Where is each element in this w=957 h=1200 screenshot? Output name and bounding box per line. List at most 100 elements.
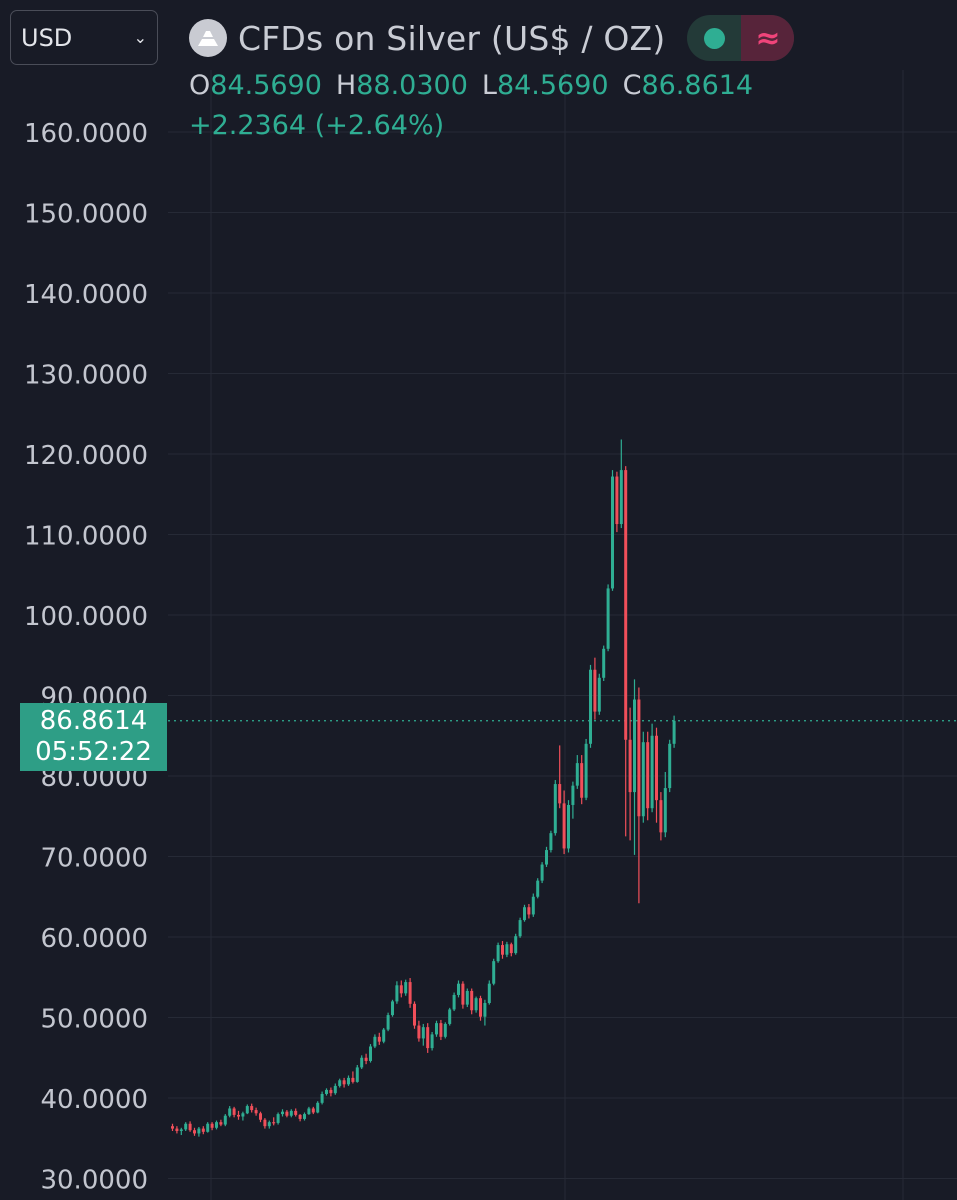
candle <box>492 958 496 986</box>
candle-body <box>241 1113 245 1117</box>
candle-body <box>633 699 636 793</box>
candle <box>215 1120 218 1130</box>
candle-body <box>602 648 606 678</box>
price-axis[interactable]: 30.000040.000050.000060.000070.000080.00… <box>24 119 148 1196</box>
candle-body <box>281 1111 284 1115</box>
candle <box>421 1023 425 1046</box>
candle-body <box>245 1106 249 1114</box>
y-tick-label: 120.0000 <box>24 441 148 471</box>
candle-body <box>514 936 518 954</box>
candle <box>395 981 399 1004</box>
candle-body <box>531 896 535 915</box>
candle-body <box>584 743 588 798</box>
candle <box>355 1064 359 1083</box>
candle <box>329 1087 333 1097</box>
low-label: L <box>481 70 497 101</box>
candle-body <box>562 803 566 849</box>
candle-body <box>523 907 526 921</box>
candle-body <box>228 1108 232 1116</box>
candle-body <box>294 1110 298 1115</box>
candle <box>663 771 667 838</box>
candle-body <box>303 1114 306 1119</box>
candle-body <box>430 1034 434 1049</box>
candle-body <box>382 1029 386 1042</box>
candle-body <box>201 1128 205 1132</box>
candle-body <box>386 1015 390 1030</box>
candle-body <box>276 1114 280 1123</box>
candle <box>276 1112 280 1125</box>
candle <box>417 1020 421 1042</box>
candle-body <box>597 677 601 712</box>
candle <box>536 878 540 899</box>
candle <box>193 1127 196 1136</box>
candle-body <box>461 983 465 1005</box>
candle <box>527 903 531 919</box>
symbol-title[interactable]: CFDs on Silver (US$ / OZ) <box>238 18 666 58</box>
candle <box>351 1071 355 1084</box>
candle <box>501 941 504 959</box>
candle <box>571 781 575 819</box>
candle-body <box>646 742 650 809</box>
candle <box>338 1078 342 1088</box>
candle-body <box>391 1001 394 1016</box>
candle <box>316 1101 320 1114</box>
candle-body <box>457 983 460 995</box>
candle-body <box>307 1108 311 1115</box>
candle <box>377 1032 381 1045</box>
candle-body <box>184 1123 188 1130</box>
candle-body <box>210 1123 214 1128</box>
candle-body <box>615 476 619 525</box>
candle-body <box>373 1036 377 1047</box>
market-open-dot-icon[interactable] <box>703 27 725 49</box>
current-price-value: 86.8614 <box>39 706 148 736</box>
candle-body <box>325 1089 328 1094</box>
candle-body <box>606 588 610 649</box>
candle-body <box>426 1027 430 1049</box>
market-status-pill[interactable]: ≈ <box>687 15 795 61</box>
candle-body <box>351 1077 355 1082</box>
candle <box>188 1121 192 1132</box>
candle-body <box>364 1057 368 1061</box>
candle <box>219 1119 223 1127</box>
currency-select[interactable]: USD ⌄ <box>10 10 158 65</box>
candle-body <box>536 880 540 897</box>
candle <box>624 466 628 837</box>
candle-body <box>655 735 658 801</box>
open-value: 84.5690 <box>210 70 322 101</box>
silver-bars-icon[interactable] <box>189 19 227 57</box>
candle-body <box>575 763 579 786</box>
candle-body <box>479 998 482 1017</box>
candle-body <box>285 1111 289 1116</box>
candle-body <box>329 1089 333 1094</box>
candle <box>201 1126 205 1135</box>
approx-wave-icon[interactable]: ≈ <box>741 15 795 61</box>
candle-body <box>452 994 456 1010</box>
candle <box>597 673 601 715</box>
y-tick-label: 70.0000 <box>40 844 148 874</box>
candle-body <box>474 998 478 1011</box>
y-tick-label: 50.0000 <box>40 1005 148 1035</box>
candle-body <box>369 1046 372 1061</box>
candle <box>263 1118 267 1129</box>
candle <box>487 980 491 1005</box>
candle <box>360 1055 364 1070</box>
candle <box>285 1110 289 1118</box>
candle <box>259 1111 262 1123</box>
candle <box>373 1034 377 1049</box>
candle <box>289 1109 293 1118</box>
candle-body <box>215 1122 218 1128</box>
candle-body <box>637 699 641 817</box>
candle <box>509 942 513 957</box>
candle-body <box>465 990 469 1005</box>
candle <box>514 933 518 955</box>
candle <box>245 1104 249 1115</box>
candle <box>461 981 465 1009</box>
candle-body <box>650 735 654 809</box>
candle <box>567 800 570 853</box>
candle-body <box>377 1036 381 1042</box>
candle <box>465 988 469 1008</box>
candle-body <box>470 990 474 1011</box>
candle-body <box>505 944 509 955</box>
candle-body <box>501 945 504 955</box>
